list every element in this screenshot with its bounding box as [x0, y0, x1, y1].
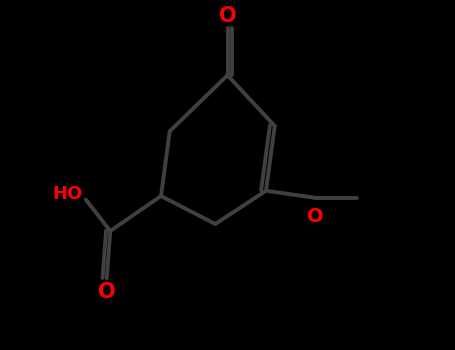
Text: O: O: [307, 206, 324, 225]
Text: O: O: [219, 6, 236, 26]
Text: O: O: [98, 282, 116, 302]
Text: HO: HO: [53, 185, 83, 203]
